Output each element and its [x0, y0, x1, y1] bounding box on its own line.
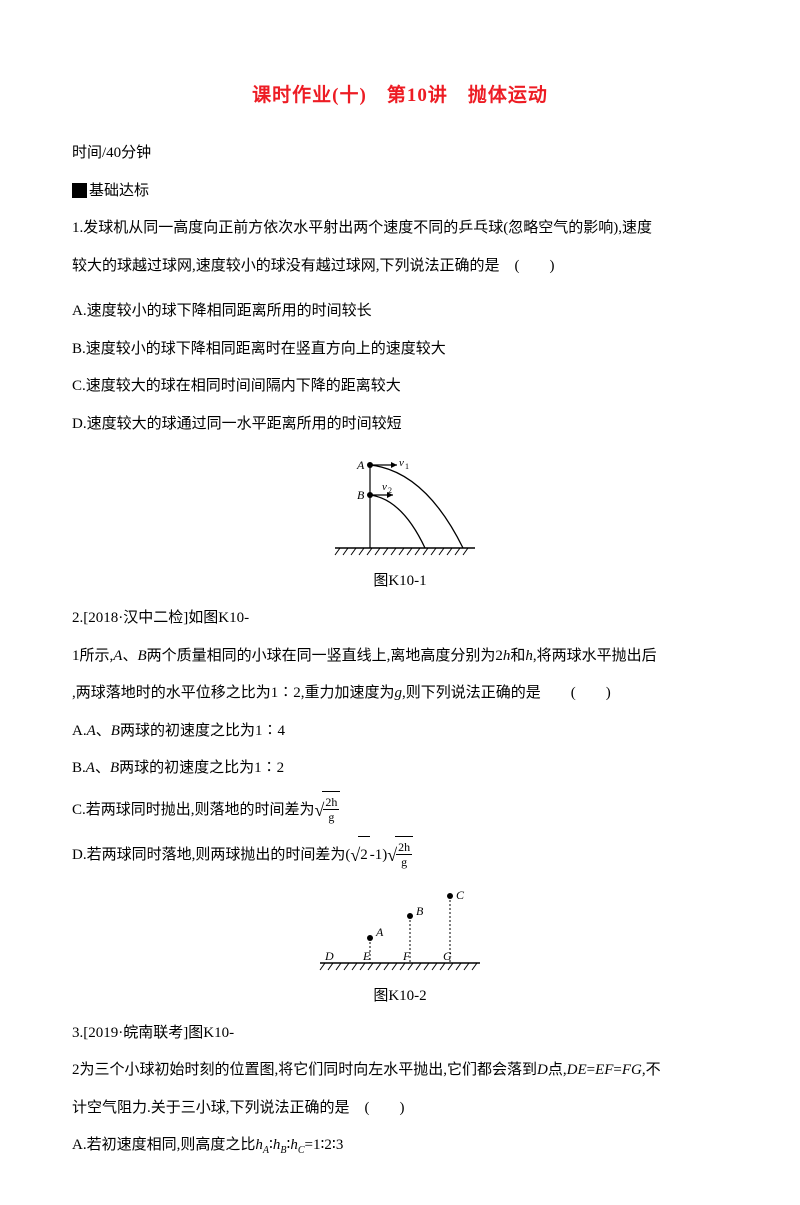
q3-stem1: 2为三个小球初始时刻的位置图,将它们同时向左水平抛出,它们都会落到D点,DE=E… — [72, 1052, 728, 1090]
svg-text:1: 1 — [405, 462, 409, 471]
q3subC: C — [298, 1145, 305, 1156]
q1-opt-c: C.速度较大的球在相同时间间隔内下降的距离较大 — [72, 368, 728, 406]
svg-text:C: C — [456, 888, 465, 902]
svg-text:v: v — [382, 481, 387, 493]
q2-opt-c: C.若两球同时抛出,则落地的时间差为√2hg — [72, 788, 728, 833]
q2d1: D.若两球同时落地,则两球抛出的时间差为( — [72, 846, 350, 862]
frac-num: 2h — [323, 796, 339, 810]
sqrt2-icon: √2 — [350, 833, 369, 878]
time-line: 时间/40分钟 — [72, 135, 728, 173]
q2-g: g — [395, 685, 403, 701]
section-basic-label: 基础达标 — [89, 183, 149, 199]
q2-B: B — [137, 648, 146, 664]
svg-text:D: D — [324, 949, 334, 963]
svg-text:G: G — [443, 949, 452, 963]
q3s1c: ,不 — [642, 1062, 661, 1078]
sqrt-icon: √2hg — [315, 788, 341, 833]
q2a2: 两球的初速度之比为1∶4 — [120, 723, 285, 739]
svg-text:E: E — [362, 949, 371, 963]
q3-stem2: 计空气阻力.关于三小球,下列说法正确的是 ( ) — [72, 1090, 728, 1128]
q1-opt-a: A.速度较小的球下降相同距离所用的时间较长 — [72, 293, 728, 331]
q2d2: -1) — [370, 846, 388, 862]
q2-head: 2.[2018·汉中二检]如图K10- — [72, 600, 728, 638]
q2aB: B — [111, 723, 120, 739]
sqrt2-val: 2 — [360, 847, 368, 863]
q2-s1c: 和 — [510, 648, 525, 664]
q3FG: FG — [622, 1062, 642, 1078]
q2-h2: h — [525, 648, 533, 664]
q2c: C.若两球同时抛出,则落地的时间差为 — [72, 801, 315, 817]
q2-s1a: 1所示, — [72, 648, 113, 664]
q2-s2a: ,两球落地时的水平位移之比为1∶2,重力加速度为 — [72, 685, 395, 701]
q2b1: B. — [72, 760, 86, 776]
q3eq1: = — [587, 1062, 595, 1078]
q2-sep1: 、 — [122, 648, 137, 664]
q3-opt-a: A.若初速度相同,则高度之比hA∶hB∶hC=1∶2∶3 — [72, 1127, 728, 1165]
q2-stem2: ,两球落地时的水平位移之比为1∶2,重力加速度为g,则下列说法正确的是 ( ) — [72, 675, 728, 713]
q2-opt-b: B.A、B两球的初速度之比为1∶2 — [72, 750, 728, 788]
svg-text:B: B — [416, 904, 424, 918]
q2-s1b: 两个质量相同的小球在同一竖直线上,离地高度分别为2 — [147, 648, 503, 664]
q3D: D — [537, 1062, 548, 1078]
q3hA: h — [255, 1137, 263, 1153]
svg-text:2: 2 — [388, 486, 392, 495]
frac-den2: g — [396, 855, 412, 868]
q1-stem2: 较大的球越过球网,速度较小的球没有越过球网,下列说法正确的是 ( ) — [72, 248, 728, 286]
q1-opt-d: D.速度较大的球通过同一水平距离所用的时间较短 — [72, 406, 728, 444]
q2b2: 两球的初速度之比为1∶2 — [119, 760, 284, 776]
q2-s1d: ,将两球水平抛出后 — [533, 648, 657, 664]
frac-den: g — [323, 810, 339, 823]
svg-text:F: F — [402, 949, 411, 963]
svg-text:A: A — [375, 925, 384, 939]
q2-opt-a: A.A、B两球的初速度之比为1∶4 — [72, 713, 728, 751]
q2asep: 、 — [96, 723, 111, 739]
svg-text:v: v — [399, 457, 404, 469]
q2bsep: 、 — [95, 760, 110, 776]
q3eq2: = — [613, 1062, 621, 1078]
q2bB: B — [110, 760, 119, 776]
fig1-svg: A v 1 B v 2 — [315, 453, 485, 563]
section-basic: 基础达标 — [72, 173, 728, 211]
q3s1: 2为三个小球初始时刻的位置图,将它们同时向左水平抛出,它们都会落到 — [72, 1062, 537, 1078]
page: 课时作业(十) 第10讲 抛体运动 时间/40分钟 基础达标 1.发球机从同一高… — [0, 0, 800, 1205]
q3a4: =1∶2∶3 — [305, 1137, 344, 1153]
q3DE: DE — [567, 1062, 587, 1078]
q3a1: A.若初速度相同,则高度之比 — [72, 1137, 255, 1153]
spacer — [72, 285, 728, 293]
figure-k10-1: A v 1 B v 2 — [72, 453, 728, 563]
q2-opt-d: D.若两球同时落地,则两球抛出的时间差为(√2-1)√2hg — [72, 833, 728, 878]
q2-s2b: ,则下列说法正确的是 ( ) — [402, 685, 611, 701]
fig2-caption: 图K10-2 — [72, 984, 728, 1005]
q3s1b: 点, — [548, 1062, 567, 1078]
q3hB: h — [273, 1137, 281, 1153]
q3EF: EF — [595, 1062, 613, 1078]
frac-num2: 2h — [396, 841, 412, 855]
sqrt-icon-2: √2hg — [387, 833, 413, 878]
q1-opt-b: B.速度较小的球下降相同距离时在竖直方向上的速度较大 — [72, 331, 728, 369]
q2a1: A. — [72, 723, 87, 739]
q2-stem1: 1所示,A、B两个质量相同的小球在同一竖直线上,离地高度分别为2h和h,将两球水… — [72, 638, 728, 676]
svg-text:A: A — [356, 458, 365, 472]
page-title: 课时作业(十) 第10讲 抛体运动 — [72, 80, 728, 107]
figure-k10-2: A B C D E F G — [72, 888, 728, 978]
black-square-icon — [72, 183, 87, 198]
q2bA: A — [86, 760, 95, 776]
svg-text:B: B — [357, 488, 365, 502]
q3-head: 3.[2019·皖南联考]图K10- — [72, 1015, 728, 1053]
q1-stem1: 1.发球机从同一高度向正前方依次水平射出两个速度不同的乒乓球(忽略空气的影响),… — [72, 210, 728, 248]
q2aA: A — [87, 723, 96, 739]
q3hC: h — [290, 1137, 298, 1153]
fig1-caption: 图K10-1 — [72, 569, 728, 590]
fig2-svg: A B C D E F G — [305, 888, 495, 978]
